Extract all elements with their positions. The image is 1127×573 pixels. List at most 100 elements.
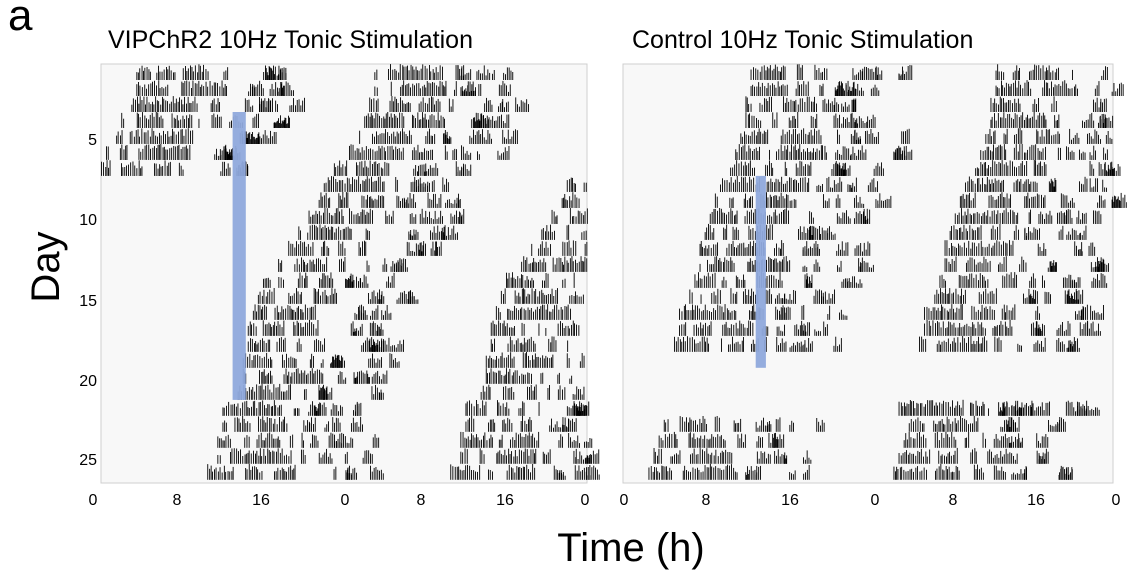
activity-bar: [375, 180, 377, 192]
activity-bar: [1093, 310, 1095, 320]
activity-bar: [417, 112, 419, 128]
activity-bar: [1053, 87, 1054, 96]
activity-bar: [307, 420, 308, 432]
activity-bar: [1070, 280, 1072, 288]
activity-bar: [980, 184, 982, 192]
activity-bar: [967, 181, 969, 192]
activity-bar: [425, 210, 427, 224]
activity-bar: [418, 165, 419, 176]
activity-bar: [330, 226, 332, 240]
activity-bar: [144, 145, 146, 160]
activity-bar: [1041, 251, 1043, 256]
activity-bar: [492, 343, 493, 352]
activity-bar: [1009, 100, 1011, 112]
activity-bar: [711, 264, 712, 272]
activity-bar: [490, 434, 492, 448]
activity-bar: [778, 247, 780, 256]
activity-bar: [254, 116, 256, 128]
activity-bar: [275, 132, 277, 144]
activity-bar: [1094, 129, 1096, 144]
activity-bar: [544, 453, 546, 464]
activity-bar: [1103, 122, 1104, 128]
activity-bar: [743, 177, 744, 192]
activity-bar: [1105, 117, 1107, 128]
activity-bar: [184, 96, 185, 112]
activity-bar: [187, 68, 189, 80]
activity-bar: [106, 146, 107, 160]
activity-bar: [566, 406, 568, 416]
activity-bar: [904, 150, 905, 160]
activity-bar: [1003, 304, 1005, 320]
activity-bar: [344, 360, 345, 368]
activity-bar: [424, 148, 425, 160]
activity-bar: [945, 328, 947, 336]
activity-bar: [503, 320, 505, 336]
activity-bar: [351, 211, 353, 224]
activity-bar: [1003, 241, 1004, 256]
activity-bar: [463, 65, 465, 80]
activity-bar: [381, 291, 383, 304]
activity-bar: [1075, 84, 1077, 96]
activity-bar: [507, 129, 509, 144]
activity-bar: [1037, 148, 1039, 160]
activity-bar: [779, 417, 781, 432]
activity-bar: [492, 359, 494, 368]
activity-bar: [801, 325, 803, 336]
activity-bar: [438, 197, 440, 208]
activity-bar: [787, 261, 789, 272]
activity-bar: [1013, 406, 1015, 416]
activity-bar: [957, 420, 959, 432]
activity-bar: [397, 117, 398, 128]
activity-bar: [1064, 421, 1066, 432]
activity-bar: [348, 443, 350, 448]
activity-bar: [355, 377, 357, 384]
activity-bar: [789, 307, 791, 320]
activity-bar: [443, 133, 444, 144]
activity-bar: [483, 65, 485, 80]
activity-bar: [779, 435, 781, 448]
activity-bar: [1014, 304, 1016, 320]
activity-bar: [395, 177, 397, 192]
activity-bar: [808, 152, 810, 160]
activity-bar: [356, 472, 357, 480]
activity-bar: [222, 161, 224, 176]
activity-bar: [512, 72, 514, 80]
activity-bar: [919, 432, 920, 448]
activity-bar: [847, 80, 849, 96]
activity-bar: [159, 88, 161, 96]
activity-bar: [573, 440, 575, 448]
activity-bar: [339, 160, 341, 176]
activity-bar: [264, 98, 266, 112]
activity-bar: [571, 441, 573, 448]
activity-bar: [322, 291, 324, 304]
activity-bar: [423, 164, 425, 176]
activity-bar: [964, 211, 966, 224]
activity-bar: [780, 298, 782, 304]
activity-bar: [1036, 193, 1038, 208]
activity-bar: [463, 91, 465, 96]
activity-bar: [156, 85, 157, 96]
activity-bar: [322, 264, 324, 272]
activity-bar: [948, 321, 950, 336]
activity-bar: [333, 176, 334, 192]
activity-bar: [732, 167, 734, 176]
activity-bar: [735, 214, 737, 224]
activity-bar: [273, 400, 275, 416]
activity-bar: [263, 389, 265, 400]
activity-bar: [953, 260, 955, 272]
activity-bar: [532, 464, 534, 480]
activity-bar: [1096, 131, 1098, 144]
activity-bar: [373, 467, 375, 480]
activity-bar: [940, 344, 941, 352]
activity-bar: [325, 182, 327, 192]
activity-bar: [101, 161, 102, 176]
activity-bar: [982, 177, 983, 192]
activity-bar: [407, 136, 409, 144]
activity-bar: [847, 216, 849, 224]
activity-bar: [528, 455, 530, 464]
activity-bar: [293, 309, 295, 320]
activity-bar: [1035, 290, 1036, 304]
activity-bar: [310, 404, 312, 416]
activity-bar: [502, 420, 504, 432]
activity-bar: [826, 324, 828, 336]
